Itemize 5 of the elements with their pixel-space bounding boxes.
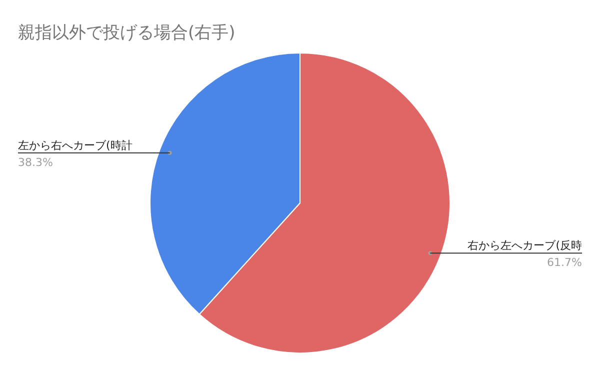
slice-label: 右から左へカーブ(反時 (468, 239, 582, 252)
slice-label: 左から右へカーブ(時計 (18, 138, 132, 152)
data-label: 61.7% (547, 256, 582, 270)
data-label: 38.3% (18, 156, 53, 169)
chart-title: 親指以外で投げる場合(右手) (18, 23, 236, 43)
